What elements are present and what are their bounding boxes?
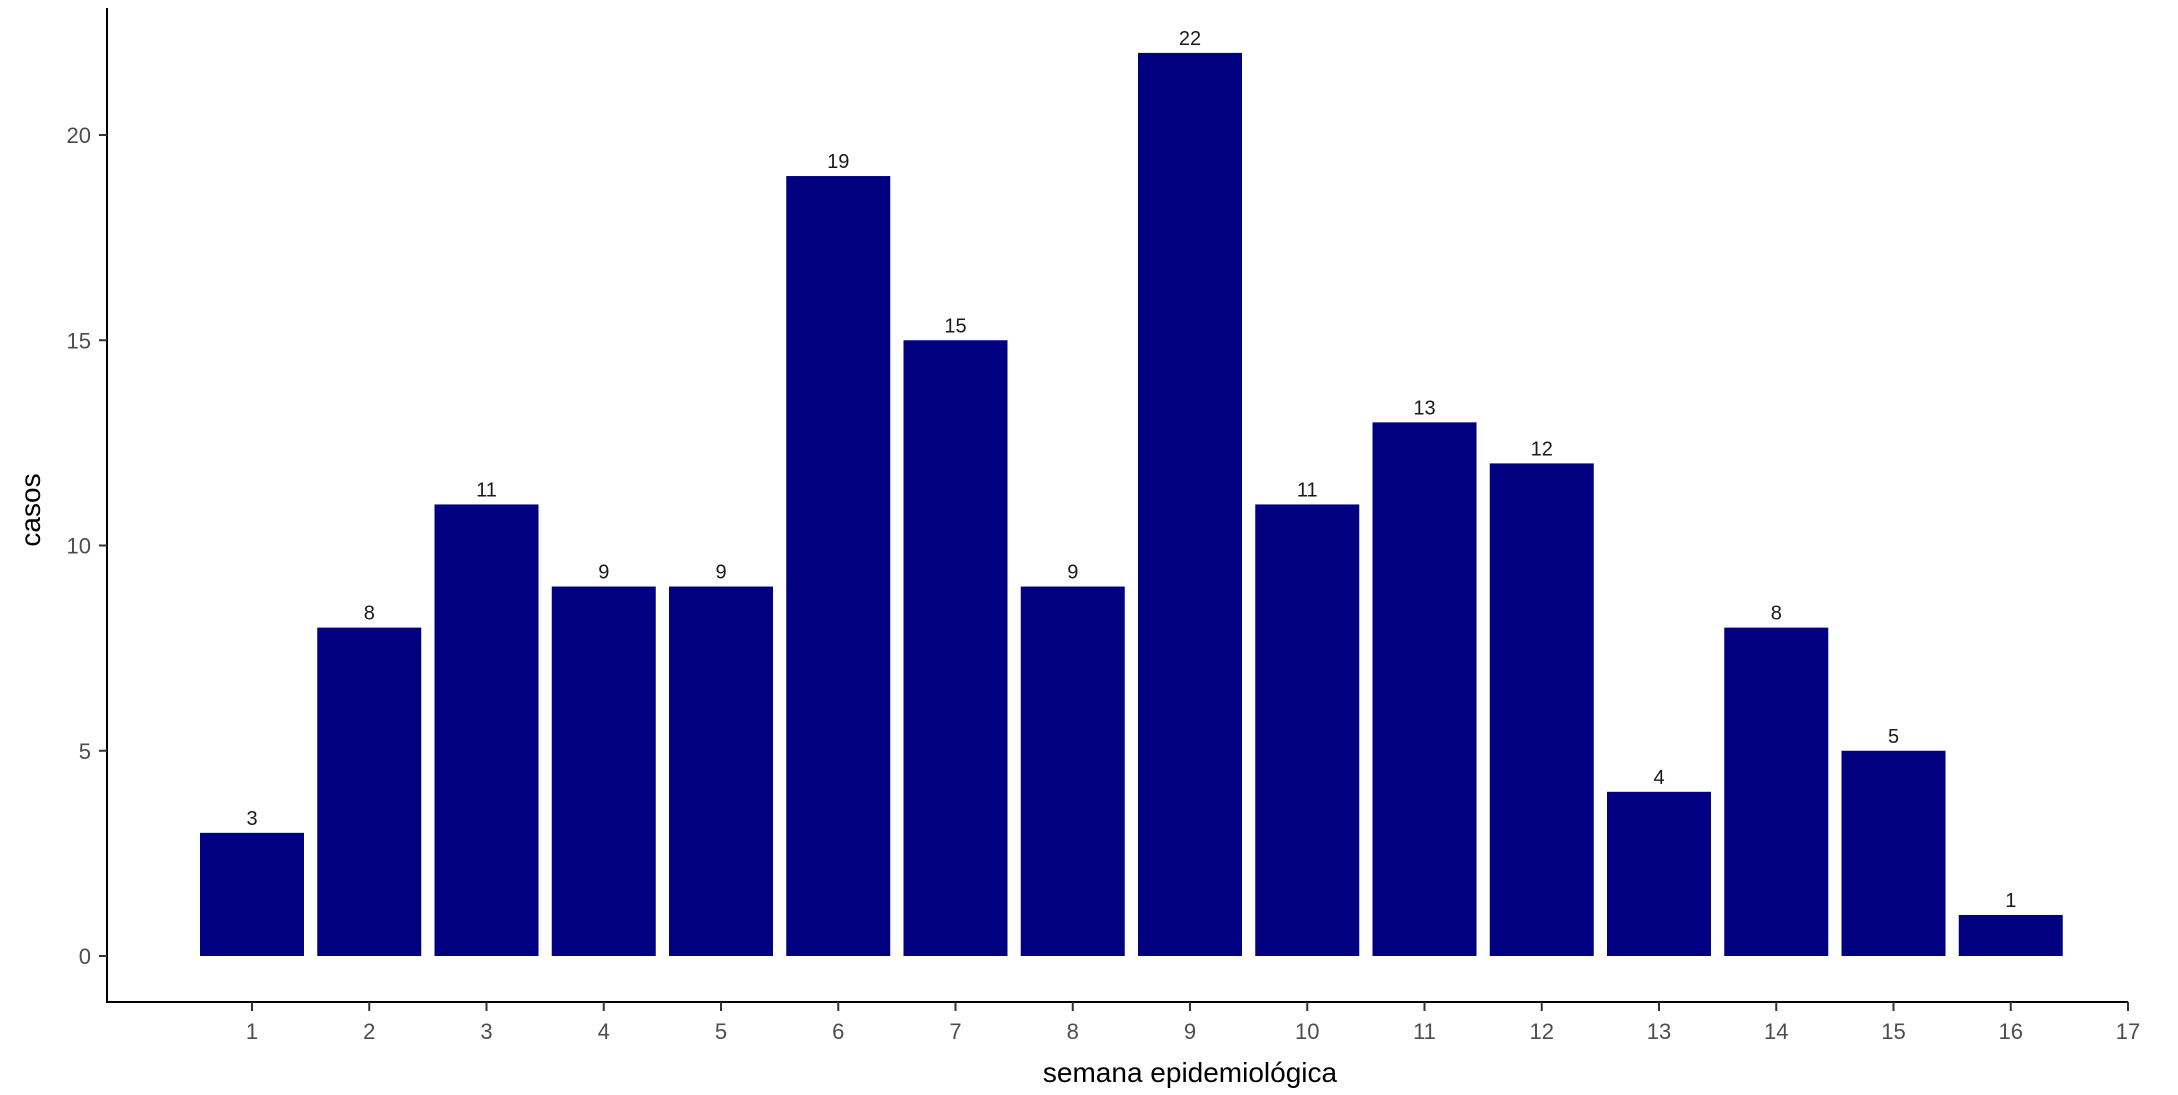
bar-value-label: 8 bbox=[364, 603, 375, 625]
bar bbox=[669, 586, 773, 956]
x-tick-label: 4 bbox=[598, 1019, 610, 1044]
bar-value-label: 1 bbox=[2005, 890, 2016, 912]
x-tick-label: 1 bbox=[246, 1019, 258, 1044]
bar-value-label: 9 bbox=[1067, 562, 1078, 584]
y-tick-label: 20 bbox=[67, 123, 91, 148]
bar bbox=[434, 504, 539, 956]
bar bbox=[1372, 422, 1477, 957]
bar bbox=[1020, 586, 1125, 956]
x-tick-label: 6 bbox=[832, 1019, 844, 1044]
x-tick-label: 3 bbox=[480, 1019, 492, 1044]
x-axis-ticks: 1 2 3 4 5 6 7 8 9 10 11 12 13 14 15 16 17 bbox=[246, 1002, 2140, 1044]
bars-group bbox=[200, 52, 2063, 957]
bar-value-label: 13 bbox=[1413, 397, 1435, 419]
bar bbox=[200, 832, 304, 956]
y-tick-label: 5 bbox=[79, 739, 91, 764]
y-axis-ticks: 0 5 10 15 20 bbox=[67, 123, 107, 969]
bar-value-label: 22 bbox=[1179, 28, 1201, 50]
bar-value-label: 12 bbox=[1531, 438, 1553, 460]
y-axis-title: casos bbox=[15, 473, 46, 546]
y-tick-label: 15 bbox=[67, 328, 91, 353]
bar bbox=[317, 627, 422, 956]
bar-value-label: 11 bbox=[1297, 479, 1318, 501]
x-tick-label: 13 bbox=[1647, 1019, 1671, 1044]
x-tick-label: 12 bbox=[1530, 1019, 1554, 1044]
bar bbox=[1138, 52, 1242, 956]
bar-value-label: 9 bbox=[598, 562, 609, 584]
x-tick-label: 2 bbox=[363, 1019, 375, 1044]
bar-value-label: 5 bbox=[1888, 726, 1899, 748]
x-tick-label: 8 bbox=[1067, 1019, 1079, 1044]
bar-value-labels: 3 8 11 9 9 19 15 9 22 11 13 12 4 8 5 1 bbox=[246, 28, 2016, 912]
x-tick-label: 7 bbox=[949, 1019, 961, 1044]
bar-value-label: 15 bbox=[944, 315, 966, 337]
x-tick-label: 17 bbox=[2116, 1019, 2140, 1044]
x-tick-label: 10 bbox=[1295, 1019, 1319, 1044]
bar bbox=[551, 586, 656, 956]
bar bbox=[903, 340, 1008, 956]
bar-value-label: 11 bbox=[476, 479, 497, 501]
bar bbox=[1841, 750, 1946, 956]
y-tick-label: 0 bbox=[79, 944, 91, 969]
bar bbox=[1255, 504, 1360, 956]
x-tick-label: 5 bbox=[715, 1019, 727, 1044]
bar bbox=[786, 176, 891, 957]
x-tick-label: 16 bbox=[1999, 1019, 2023, 1044]
bar-value-label: 9 bbox=[715, 562, 726, 584]
bar bbox=[1958, 914, 2063, 956]
bar bbox=[1607, 791, 1711, 956]
bar-value-label: 3 bbox=[246, 808, 257, 830]
x-tick-label: 11 bbox=[1413, 1019, 1436, 1044]
y-tick-label: 10 bbox=[67, 534, 91, 559]
x-tick-label: 9 bbox=[1184, 1019, 1196, 1044]
x-tick-label: 14 bbox=[1764, 1019, 1788, 1044]
bar bbox=[1489, 463, 1594, 956]
bar-value-label: 4 bbox=[1653, 767, 1664, 789]
bar-value-label: 19 bbox=[827, 151, 849, 173]
bar bbox=[1724, 627, 1829, 956]
x-tick-label: 15 bbox=[1881, 1019, 1905, 1044]
x-axis-title: semana epidemiológica bbox=[1043, 1057, 1338, 1088]
bar-value-label: 8 bbox=[1771, 603, 1782, 625]
